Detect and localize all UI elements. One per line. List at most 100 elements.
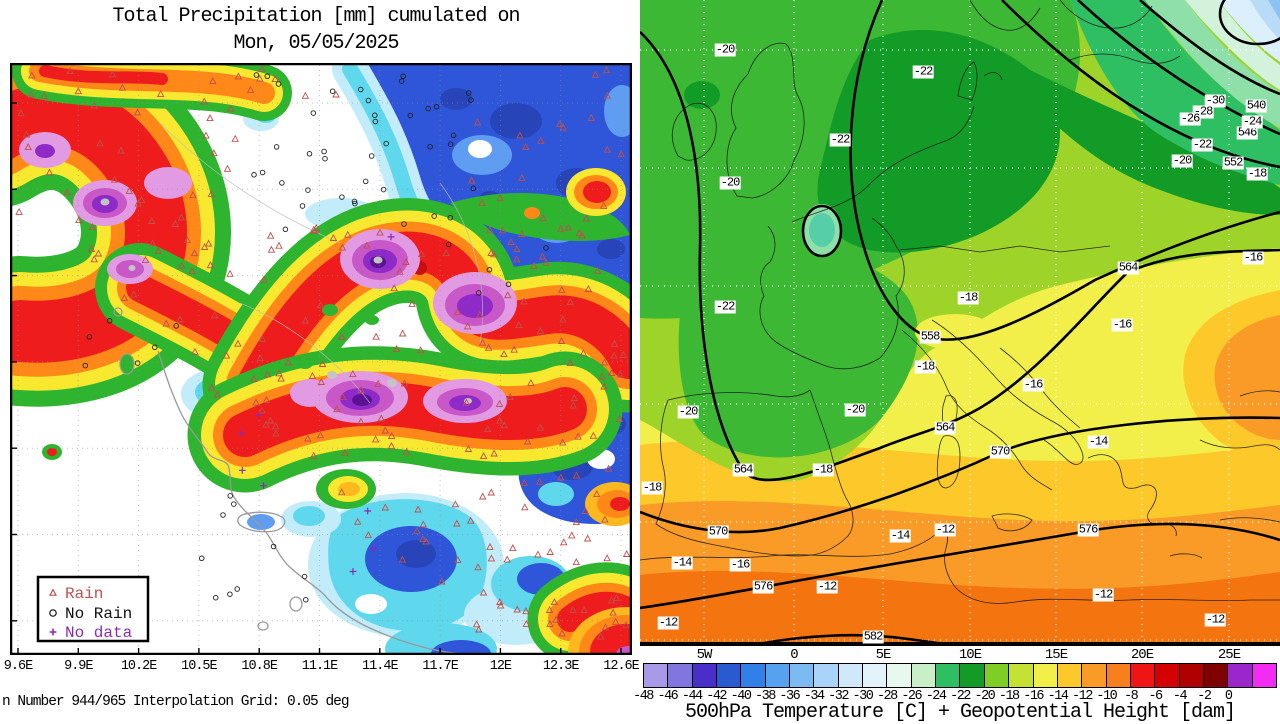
- colorbar-cell: [1179, 664, 1204, 687]
- no-rain-marker: [220, 512, 226, 518]
- geopotential-height-label: 582: [862, 629, 884, 644]
- temperature-label: -18: [914, 359, 936, 374]
- longitude-label: 10.5E: [181, 659, 218, 674]
- temperature-label: -18: [1246, 166, 1268, 181]
- temperature-label: -22: [829, 132, 851, 147]
- colorbar-cell: [741, 664, 766, 687]
- temperature-label: -12: [934, 522, 956, 537]
- colorbar-cell: [960, 664, 985, 687]
- no-rain-marker: [305, 187, 311, 193]
- colorbar-tick-label: -6: [1148, 689, 1163, 704]
- temperature-label: -18: [812, 462, 834, 477]
- longitude-label: 5W: [696, 647, 713, 663]
- left-caption: n Number 944/965 Interpolation Grid: 0.0…: [2, 694, 350, 710]
- no-rain-marker: [303, 596, 309, 603]
- colorbar-tick-label: -8: [1124, 689, 1139, 704]
- colorbar-cell: [936, 664, 961, 687]
- no-rain-marker: [306, 151, 313, 157]
- colorbar-tick-label: 0: [1224, 689, 1233, 704]
- colorbar-tick-label: -4: [1172, 689, 1188, 704]
- colorbar-cell: [790, 664, 815, 687]
- temperature-label: -20: [844, 402, 866, 417]
- geopotential-height-label: 540: [1245, 98, 1267, 113]
- no-rain-marker: [231, 501, 237, 507]
- left-axis-ticks: [11, 102, 622, 654]
- colorbar-cell: [644, 664, 669, 687]
- geopotential-height-label: 552: [1222, 155, 1244, 170]
- no-rain-marker: [198, 555, 205, 562]
- temperature-label: -20: [719, 175, 741, 190]
- colorbar-cell: [887, 664, 912, 687]
- no-rain-marker: [468, 97, 474, 103]
- longitude-label: 10.8E: [241, 659, 278, 674]
- colorbar-cell: [1130, 664, 1156, 687]
- colorbar-tick-label: -44: [681, 689, 703, 704]
- longitude-label: 9.9E: [64, 659, 93, 674]
- colorbar-tick-label: -24: [925, 689, 947, 704]
- temperature-label: -20: [714, 42, 736, 57]
- no-rain-marker: [372, 118, 379, 125]
- geopotential-height-label: 558: [919, 329, 941, 344]
- colorbar-cell: [1033, 664, 1058, 687]
- temperature-label: -24: [1241, 114, 1263, 129]
- no-rain-marker: [321, 148, 327, 155]
- colorbar-tick-label: -20: [974, 689, 995, 704]
- temperature-label: -14: [671, 555, 693, 570]
- no-rain-legend-icon: [49, 609, 57, 617]
- colorbar-cell: [1082, 664, 1107, 687]
- colorbar-tick-label: -10: [1096, 689, 1117, 704]
- no-rain-marker: [372, 112, 378, 119]
- no-rain-marker: [299, 203, 306, 209]
- colorbar-tick-label: -48: [633, 689, 654, 704]
- temperature-label: -22: [912, 64, 934, 79]
- longitude-label: 25E: [1217, 647, 1241, 663]
- colorbar-cell: [1155, 664, 1180, 687]
- no-rain-marker: [400, 73, 406, 80]
- longitude-label: 10E: [958, 647, 982, 663]
- temperature-label: -12: [1092, 587, 1114, 602]
- no-rain-marker: [425, 105, 431, 112]
- no-rain-marker: [134, 360, 141, 366]
- temperature-label: -22: [714, 299, 736, 314]
- left-gridlines: [12, 65, 630, 653]
- longitude-label: 12E: [489, 659, 512, 674]
- colorbar-tick-label: -38: [755, 689, 776, 704]
- colorbar-tick-label: -28: [876, 689, 898, 704]
- colorbar-tick-label: -40: [730, 689, 752, 704]
- geopotential-height-label: 564: [732, 462, 754, 477]
- longitude-label: 11.4E: [362, 659, 399, 674]
- no-rain-marker: [253, 72, 260, 78]
- no-rain-marker: [106, 318, 113, 324]
- colorbar-cell: [717, 664, 742, 687]
- no-rain-marker: [398, 78, 405, 84]
- colorbar-cell: [814, 664, 839, 687]
- colorbar-cell: [863, 664, 888, 687]
- no-rain-marker: [270, 543, 277, 550]
- longitude-label: 10.2E: [120, 659, 158, 674]
- legend-no-rain-label: No Rain: [65, 605, 132, 623]
- temperature-fill-regions: [640, 0, 1280, 646]
- colorbar-tick-label: -34: [803, 689, 825, 704]
- left-title-line2: Mon, 05/05/2025: [233, 32, 399, 55]
- precipitation-map: Rain No Rain No data: [10, 63, 632, 655]
- colorbar-cell: [668, 664, 693, 687]
- colorbar-tick-label: -16: [1023, 689, 1044, 704]
- precipitation-panel: Total Precipitation [mm] cumulated on Mo…: [0, 0, 640, 720]
- no-rain-marker: [86, 334, 93, 340]
- colorbar-tick-label: -46: [657, 689, 678, 704]
- no-rain-marker: [264, 73, 271, 80]
- no-rain-marker: [447, 214, 454, 221]
- no-rain-marker: [329, 88, 336, 94]
- legend-rain-label: Rain: [65, 585, 103, 603]
- colorbar-cell: [1228, 664, 1253, 687]
- temperature-label: -12: [1204, 612, 1226, 627]
- no-rain-marker: [543, 245, 549, 251]
- geopotential-height-label: 576: [752, 579, 774, 594]
- longitude-label: 15E: [1044, 647, 1068, 663]
- no-rain-marker: [475, 290, 482, 296]
- no-rain-marker: [352, 200, 358, 207]
- left-map-title: Total Precipitation [mm] cumulated on Mo…: [0, 3, 632, 57]
- no-rain-marker: [301, 573, 308, 580]
- no-rain-marker: [427, 143, 433, 150]
- colorbar-cell: [911, 664, 937, 687]
